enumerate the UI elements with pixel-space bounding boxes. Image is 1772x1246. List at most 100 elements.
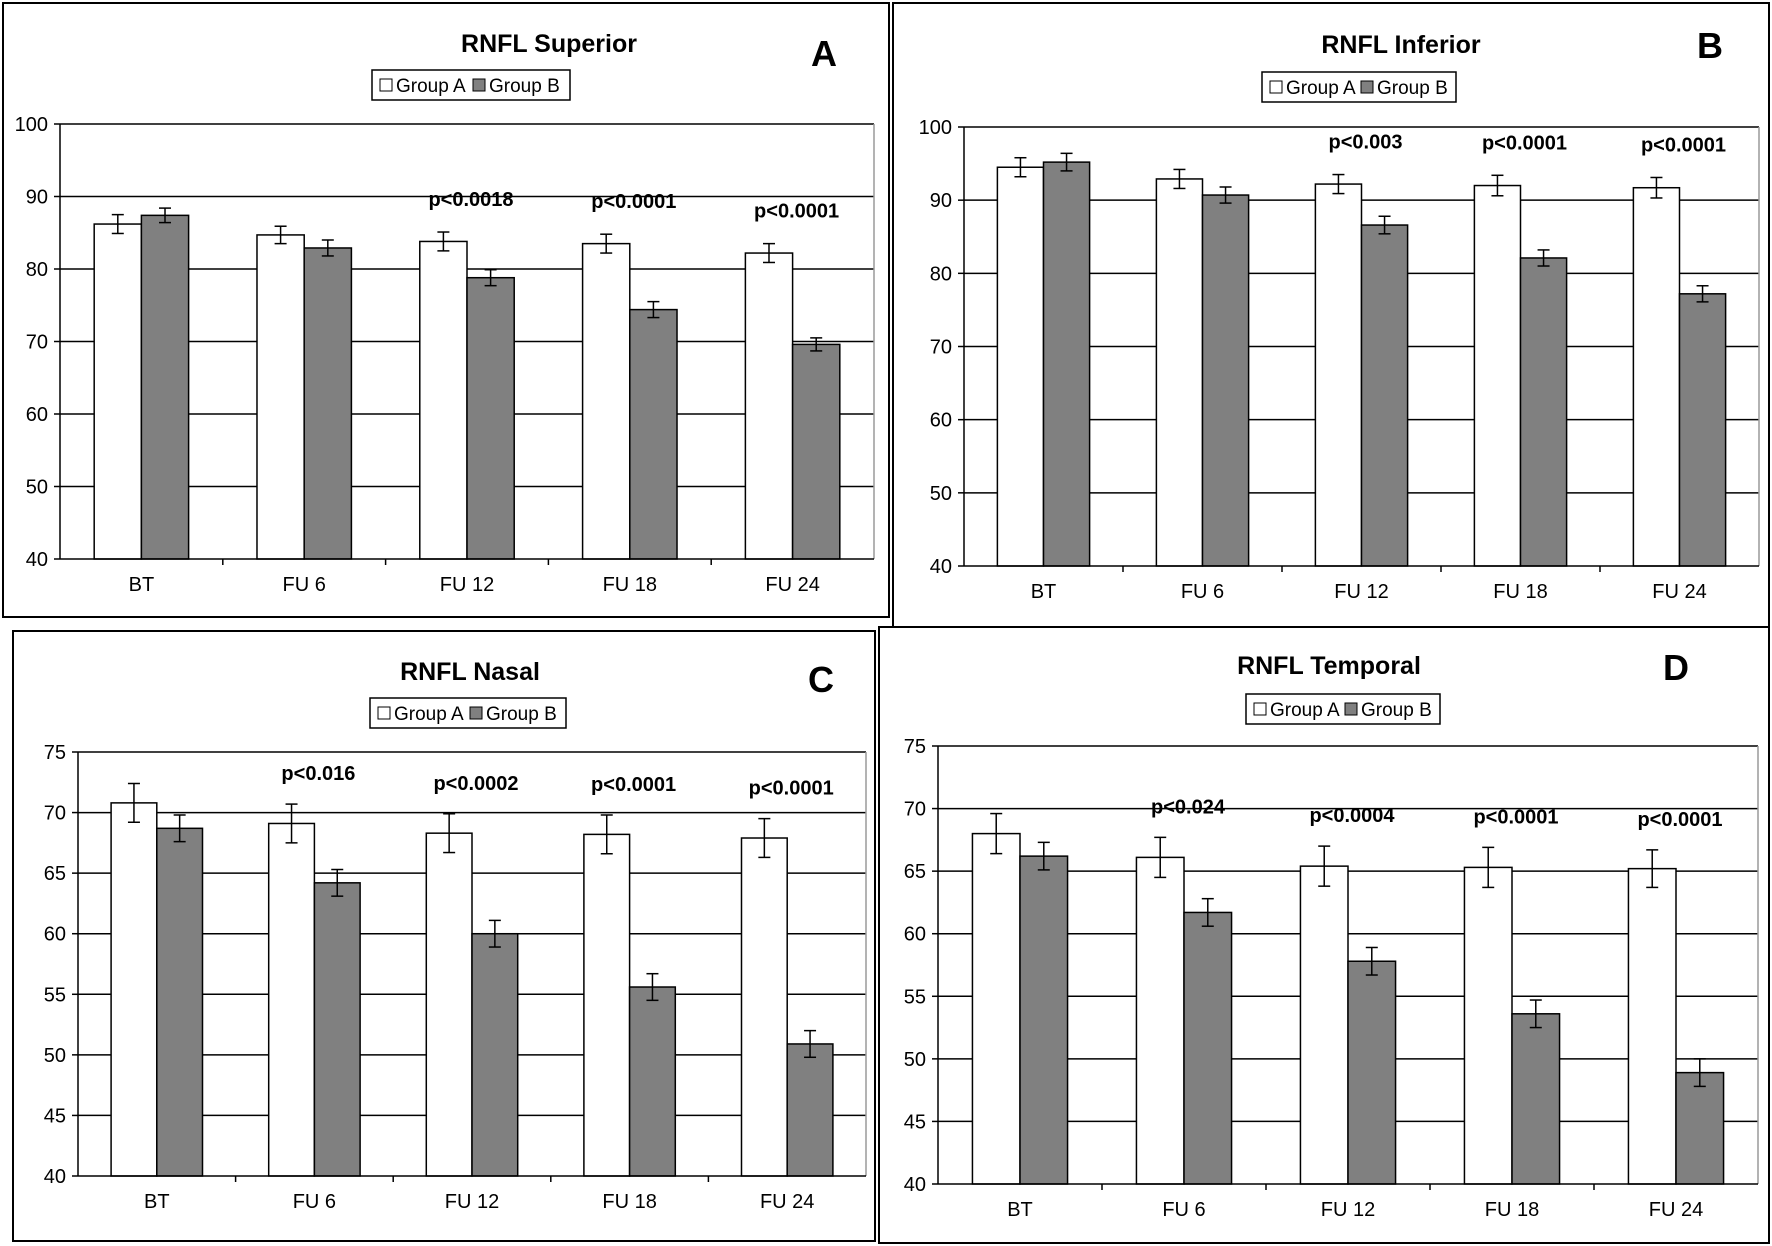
bar-group-b <box>1519 257 1568 567</box>
chart-title-inferior: RNFL Inferior <box>1321 31 1481 59</box>
legend-swatch-group-a <box>1253 702 1267 716</box>
panel-letter-superior: A <box>811 33 837 74</box>
y-tick-label: 45 <box>904 1111 926 1133</box>
legend-swatch-group-b <box>1360 80 1374 94</box>
p-value-annotation: p<0.016 <box>281 763 355 785</box>
error-bar <box>1482 846 1495 889</box>
error-bar <box>1537 249 1550 267</box>
y-tick-label: 40 <box>26 549 48 571</box>
legend-temporal: Group A Group B <box>1245 693 1441 725</box>
y-tick-label: 60 <box>44 924 66 946</box>
p-value-annotation: p<0.0001 <box>749 778 834 800</box>
bar-group-b <box>156 827 204 1177</box>
bar-group-b <box>786 1043 834 1177</box>
y-tick-label: 100 <box>919 117 952 139</box>
y-tick-label: 60 <box>26 404 48 426</box>
x-tick-label: BT <box>144 1191 170 1213</box>
x-tick-label: BT <box>129 574 155 596</box>
error-bar <box>1696 285 1709 303</box>
error-bar <box>159 207 172 224</box>
x-tick-label: FU 18 <box>1485 1199 1539 1221</box>
bar-group-b <box>313 882 361 1177</box>
y-tick-label: 50 <box>904 1049 926 1071</box>
p-value-annotation: p<0.0001 <box>591 191 676 213</box>
error-bar <box>1201 897 1214 927</box>
legend-label-group-b: Group B <box>1377 78 1448 99</box>
y-tick-label: 70 <box>930 337 952 359</box>
error-bar <box>1060 152 1073 172</box>
legend-swatch-group-a <box>377 706 391 720</box>
error-bar <box>488 919 501 948</box>
error-bar <box>1219 186 1232 204</box>
panel-letter-nasal: C <box>808 659 834 700</box>
x-tick-label: FU 12 <box>440 574 494 596</box>
bar-group-a <box>1155 178 1204 567</box>
x-tick-label: FU 6 <box>1181 581 1224 603</box>
y-tick-label: 40 <box>904 1174 926 1196</box>
error-bar <box>111 213 124 235</box>
legend-box <box>1261 71 1457 103</box>
x-tick-label: FU 6 <box>293 1191 336 1213</box>
error-bar <box>443 813 456 854</box>
error-bar <box>1154 836 1167 879</box>
bar-group-a <box>425 832 473 1177</box>
bar-group-b <box>1675 1071 1725 1185</box>
bar-group-a <box>110 802 158 1177</box>
bar-group-b <box>1360 224 1409 567</box>
bar-group-a <box>419 240 468 560</box>
error-bar <box>484 268 497 287</box>
y-tick-label: 90 <box>930 190 952 212</box>
chart-svg-nasal: RNFL Nasal C Group A Group B 40 45 50 55 60 65 70 7… <box>44 658 867 1213</box>
chart-svg-inferior: RNFL Inferior B Group A Group B 40 50 60 70 80 90… <box>919 25 1760 603</box>
x-tick-label: FU 18 <box>602 1191 656 1213</box>
p-value-annotation: p<0.0001 <box>591 774 676 796</box>
bar-group-b <box>471 932 519 1177</box>
bar-group-a <box>740 837 788 1177</box>
x-tick-label: FU 18 <box>603 574 657 596</box>
legend-label-group-b: Group B <box>489 76 560 97</box>
error-bar <box>600 814 613 855</box>
bar-group-b <box>1678 293 1727 567</box>
legend-swatch-group-b <box>469 706 483 720</box>
y-tick-label: 60 <box>930 410 952 432</box>
bar-group-a <box>1314 183 1363 567</box>
p-value-annotation: p<0.0001 <box>1482 132 1567 154</box>
y-tick-label: 40 <box>44 1166 66 1188</box>
bar-group-b <box>140 214 190 560</box>
bar-group-b <box>466 276 515 560</box>
bar-group-b <box>629 308 678 560</box>
y-tick-label: 45 <box>44 1105 66 1127</box>
chart-title-temporal: RNFL Temporal <box>1237 652 1421 680</box>
chart-title-nasal: RNFL Nasal <box>400 658 540 686</box>
x-tick-label: FU 12 <box>1321 1199 1375 1221</box>
p-value-annotation: p<0.003 <box>1329 132 1403 154</box>
panel-letter-temporal: D <box>1663 647 1689 688</box>
bar-group-b <box>1019 855 1069 1185</box>
x-tick-label: FU 24 <box>1649 1199 1703 1221</box>
legend-label-group-a: Group A <box>394 704 464 725</box>
error-bar <box>437 231 450 252</box>
chart-svg-superior: RNFL Superior A Group A Group B 40 50 60 70 80 90… <box>15 30 875 596</box>
chart-panel-inferior: RNFL Inferior B Group A Group B 40 50 60 70 80 90… <box>892 2 1770 628</box>
bar-group-a <box>1632 186 1681 567</box>
bar-group-a <box>256 234 305 560</box>
bar-group-a <box>1627 867 1677 1185</box>
error-bar <box>321 239 334 257</box>
error-bar <box>810 337 823 352</box>
legend-label-group-b: Group B <box>486 704 557 725</box>
bar-group-b <box>1201 194 1250 567</box>
p-value-annotation: p<0.0004 <box>1309 805 1395 827</box>
error-bar <box>1646 849 1659 889</box>
legend-label-group-a: Group A <box>1286 78 1356 99</box>
bar-group-b <box>1042 161 1091 567</box>
y-tick-label: 60 <box>904 924 926 946</box>
y-tick-label: 50 <box>44 1045 66 1067</box>
y-tick-label: 50 <box>26 477 48 499</box>
bar-group-b <box>791 343 841 560</box>
bar-group-a <box>1473 184 1522 567</box>
error-bar <box>647 300 660 319</box>
legend-swatch-group-b <box>1344 702 1358 716</box>
x-tick-label: FU 24 <box>1652 581 1706 603</box>
legend-superior: Group A Group B <box>371 69 571 101</box>
y-tick-label: 80 <box>930 263 952 285</box>
